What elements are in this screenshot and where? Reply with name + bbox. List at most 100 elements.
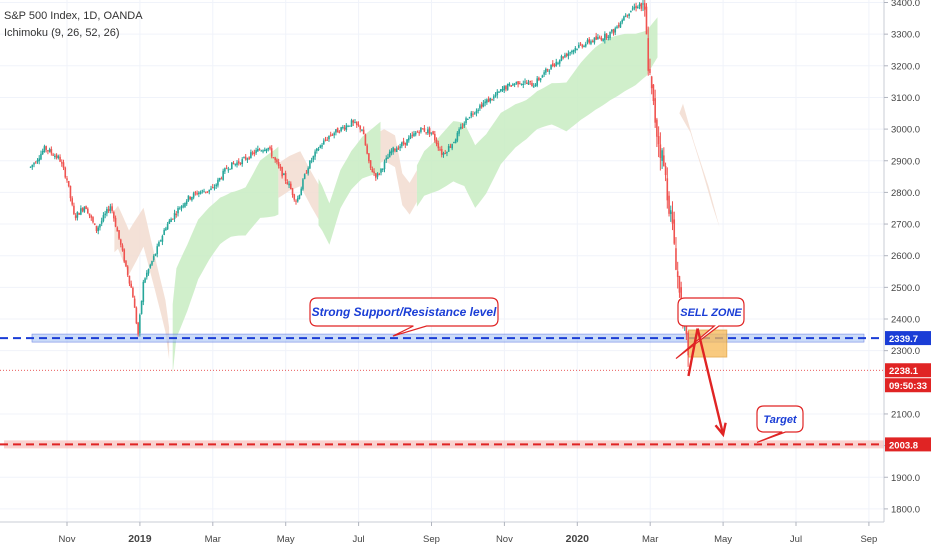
candle-body	[90, 215, 93, 218]
candle-body	[95, 225, 98, 231]
candle-body	[137, 322, 139, 335]
candle-body	[364, 134, 367, 146]
candle-body	[198, 192, 200, 195]
candle-body	[525, 82, 528, 84]
candle-body	[536, 78, 538, 86]
last-price-tag-text: 2238.1	[889, 366, 919, 377]
candle-body	[454, 139, 457, 144]
last-price-tag-bg	[885, 363, 931, 378]
candle-body	[270, 148, 273, 157]
candle-body	[350, 120, 353, 127]
candle-body	[71, 198, 73, 205]
candle-body	[172, 218, 174, 220]
candle-body	[41, 150, 44, 155]
candle-body	[447, 145, 450, 152]
candle-body	[59, 156, 61, 162]
candle-body	[642, 3, 644, 5]
candle-body	[624, 15, 627, 17]
candle-body	[343, 127, 346, 130]
candle-body	[99, 224, 101, 228]
candle-body	[529, 80, 532, 83]
candle-body	[126, 266, 129, 276]
candle-body	[152, 256, 155, 261]
candle-body	[48, 149, 51, 152]
candle-body	[251, 152, 254, 154]
candle-body	[147, 268, 150, 274]
support-price-tag-bg	[885, 331, 931, 346]
candle-body	[572, 50, 575, 53]
candle-body	[621, 20, 623, 23]
support-resistance-callout-text: Strong Support/Resistance level	[312, 305, 497, 319]
candle-body	[189, 196, 191, 200]
time-tick-label: 2019	[128, 533, 152, 545]
candle-body	[177, 208, 179, 214]
candle-body	[359, 125, 362, 130]
time-tick-label: Nov	[496, 534, 513, 545]
candle-body	[224, 168, 226, 172]
candle-body	[645, 6, 648, 35]
candle-body	[425, 132, 427, 134]
candle-body	[286, 181, 289, 185]
candle-body	[671, 211, 674, 224]
candle-body	[93, 223, 96, 225]
candle-body	[352, 120, 355, 123]
candle-body	[362, 129, 365, 135]
candle-body	[184, 202, 186, 207]
candle-body	[236, 162, 238, 166]
candle-body	[104, 213, 106, 216]
candle-body	[191, 197, 193, 201]
candle-body	[74, 215, 77, 219]
candle-body	[501, 89, 504, 91]
candle-body	[107, 209, 110, 212]
candle-body	[173, 213, 176, 219]
candle-body	[149, 264, 152, 268]
candle-body	[277, 161, 280, 167]
candle-body	[62, 162, 65, 168]
candle-body	[654, 98, 656, 123]
candle-body	[569, 52, 571, 54]
annotation-layer: Strong Support/Resistance level SELL ZONE…	[309, 297, 804, 443]
candle-body	[178, 208, 181, 210]
support-resistance-callout: Strong Support/Resistance level	[309, 297, 499, 337]
candle-body	[257, 149, 259, 152]
candle-body	[637, 6, 639, 9]
candle-body	[317, 148, 320, 150]
candle-body	[222, 170, 224, 180]
candle-body	[517, 81, 519, 85]
candle-body	[92, 217, 94, 223]
candle-body	[333, 133, 335, 136]
candle-body	[652, 84, 655, 102]
candle-body	[33, 163, 35, 165]
candle-body	[88, 213, 91, 216]
candle-body	[253, 152, 256, 154]
candle-body	[135, 307, 138, 324]
candle-body	[558, 60, 561, 64]
candle-body	[635, 5, 637, 9]
candle-body	[656, 119, 658, 137]
candle-body	[647, 38, 650, 71]
candle-body	[267, 147, 270, 150]
candle-body	[583, 45, 585, 47]
candle-body	[83, 206, 86, 212]
candle-body	[151, 261, 153, 265]
candle-body	[298, 194, 301, 199]
price-axis-panel	[884, 0, 932, 550]
countdown-tag-text: 09:50:33	[889, 381, 927, 392]
candle-body	[29, 166, 32, 168]
candle-body	[213, 187, 216, 189]
candle-body	[555, 61, 558, 66]
candle-body	[85, 206, 87, 210]
candle-body	[296, 198, 299, 202]
candle-body	[468, 117, 471, 119]
candle-body	[663, 155, 665, 166]
candle-body	[411, 134, 414, 136]
candle-body	[628, 13, 630, 16]
candle-body	[610, 29, 613, 32]
candle-body	[87, 208, 89, 214]
candle-body	[340, 127, 342, 132]
candle-body	[168, 220, 171, 224]
candle-body	[539, 78, 542, 81]
